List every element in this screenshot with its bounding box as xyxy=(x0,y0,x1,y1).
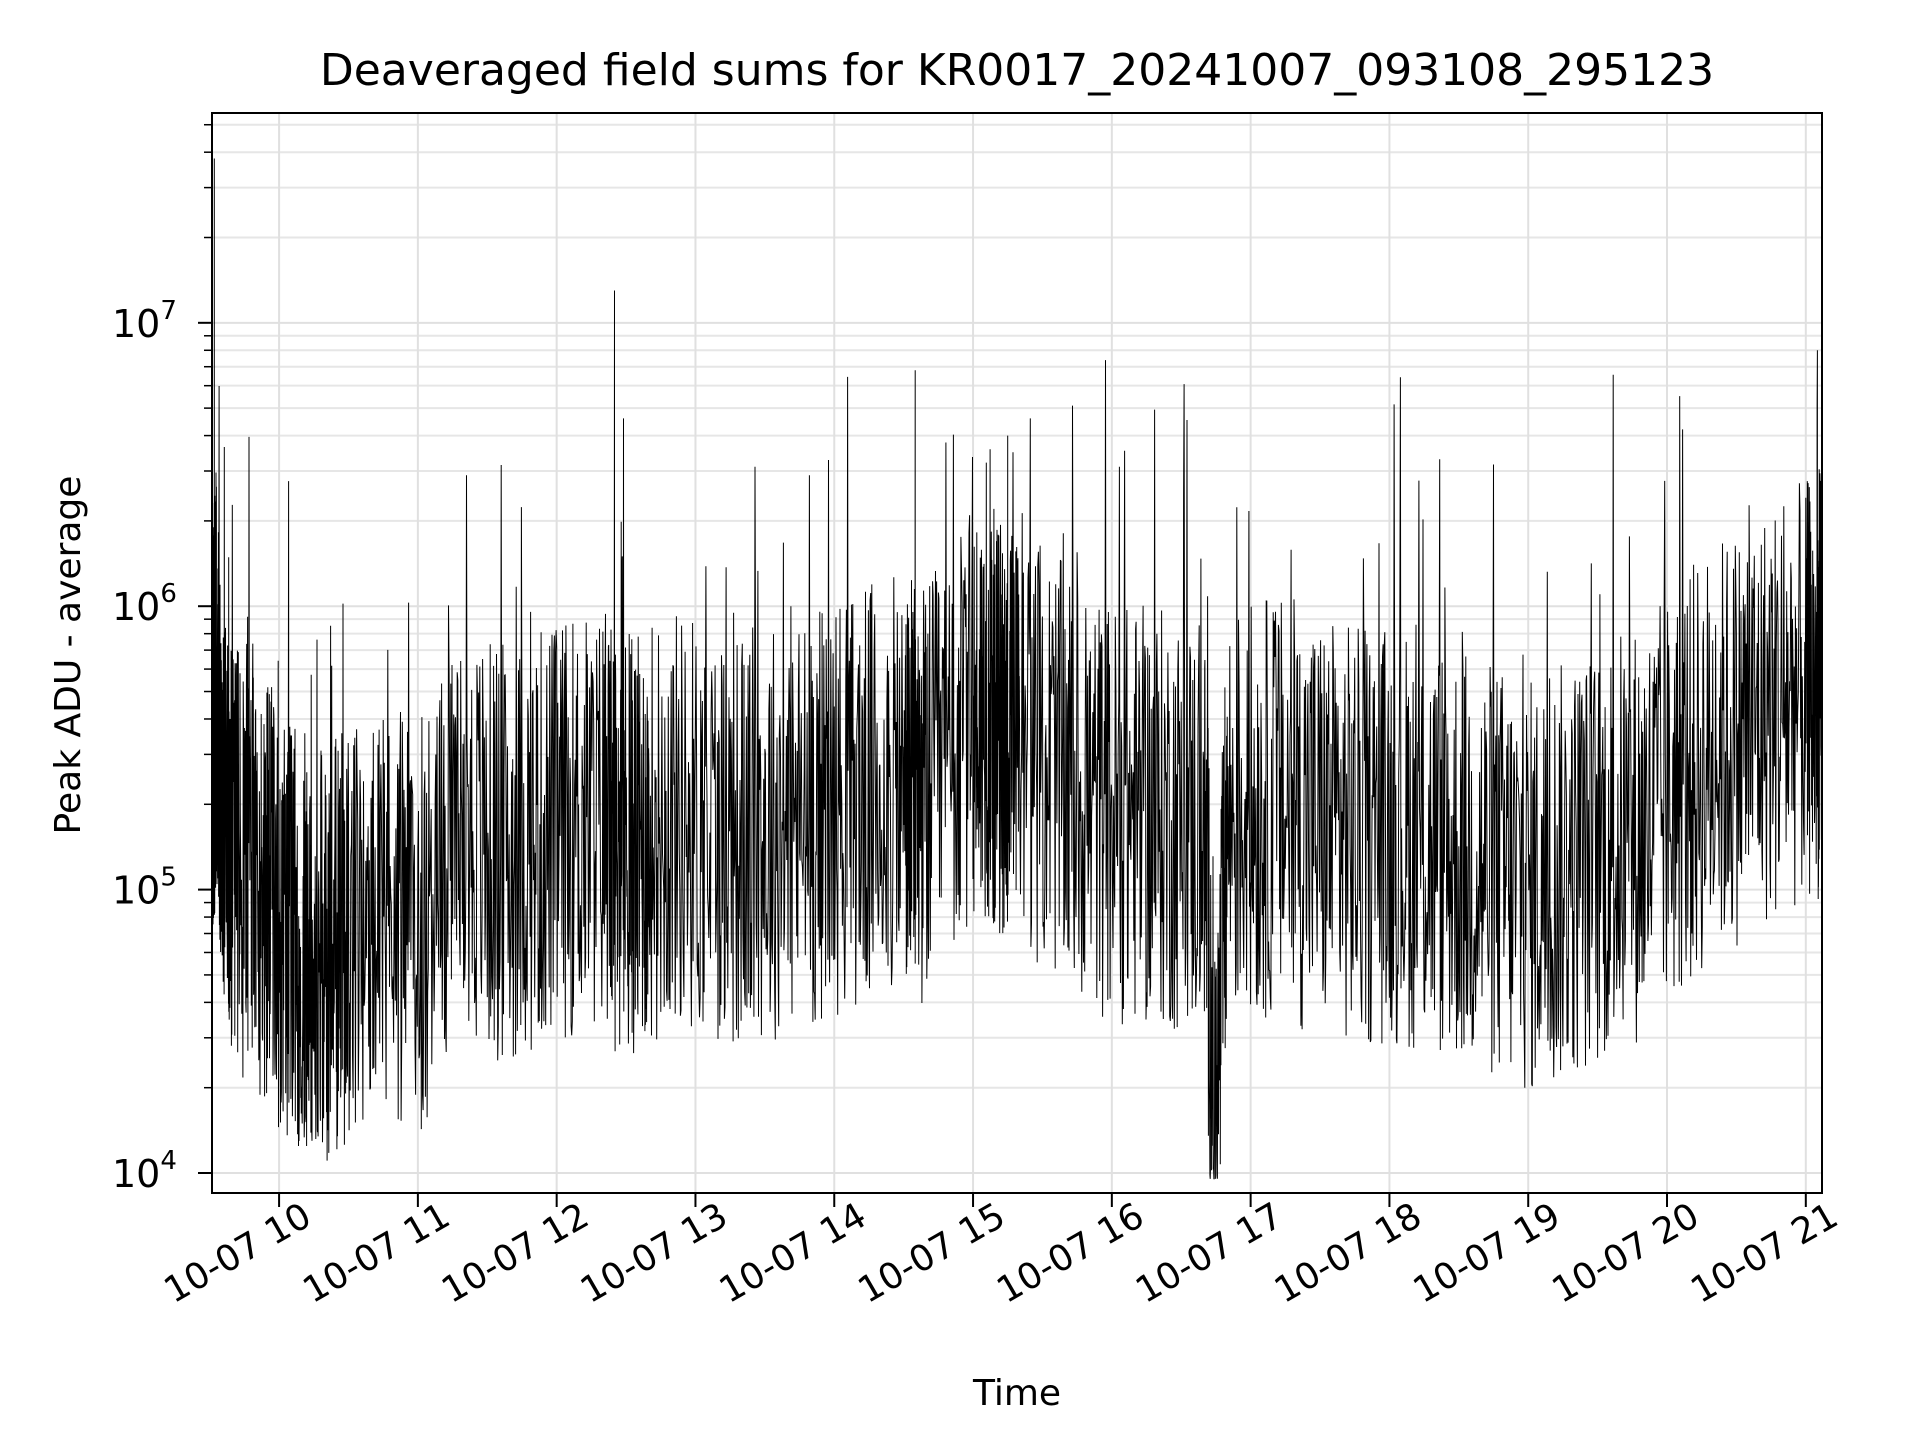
y-axis-label: Peak ADU - average xyxy=(48,476,89,835)
x-axis-label: Time xyxy=(972,1373,1061,1414)
y-tick-label: 106 xyxy=(112,579,177,629)
y-axis: 104 105 106 107 xyxy=(112,123,212,1196)
data-layer xyxy=(211,158,1823,1180)
plot-frame xyxy=(211,112,1823,1194)
y-tick-label: 105 xyxy=(112,863,177,913)
y-tick-label: 107 xyxy=(112,296,177,346)
series-line xyxy=(211,158,1823,1180)
y-tick-label: 104 xyxy=(112,1146,177,1196)
chart-title: Deaveraged field sums for KR0017_2024100… xyxy=(320,45,1714,96)
